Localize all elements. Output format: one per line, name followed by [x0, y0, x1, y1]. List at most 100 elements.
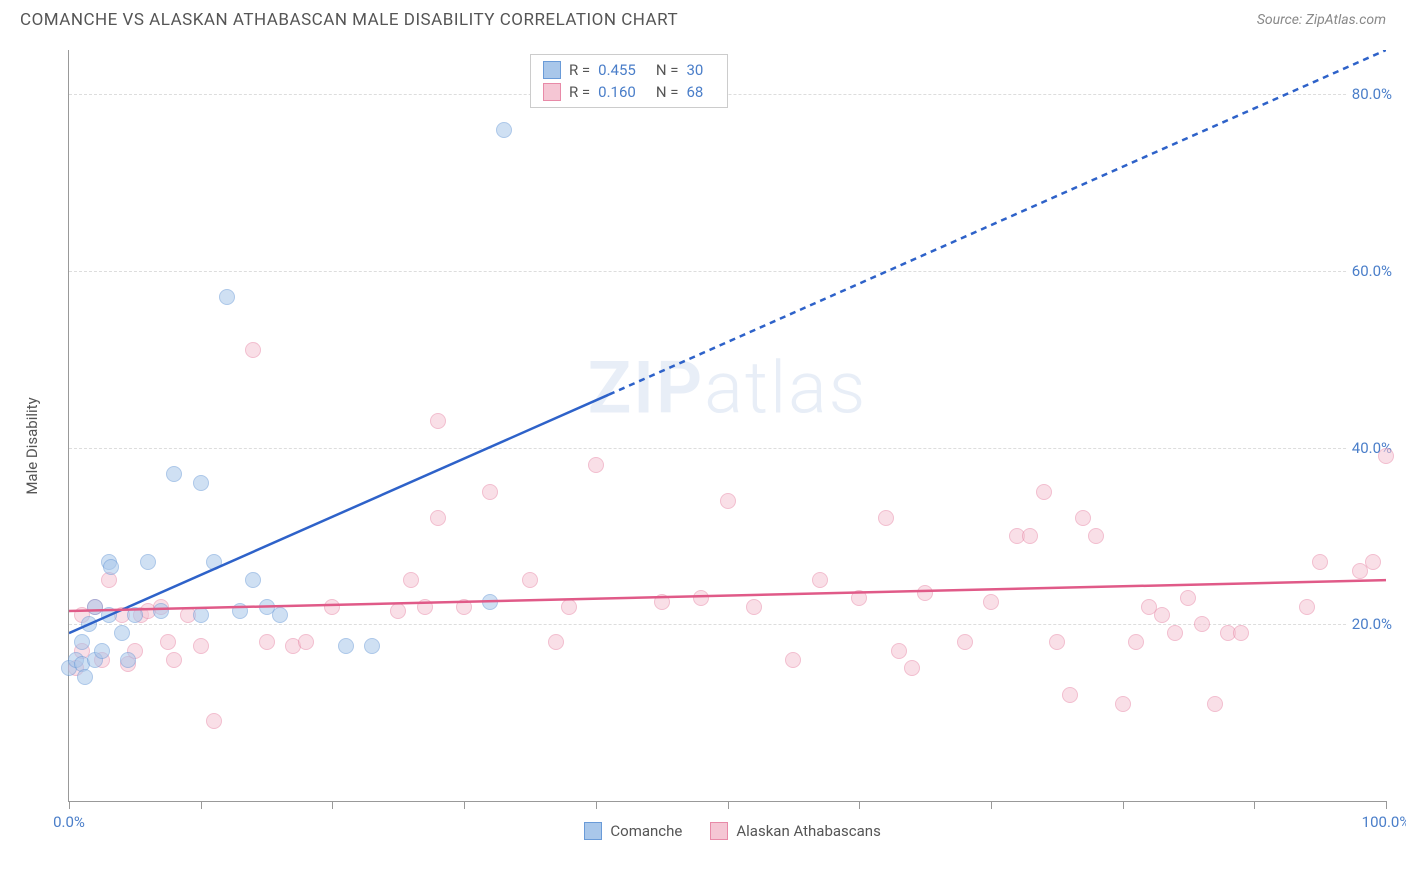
scatter-point: [917, 585, 933, 601]
scatter-point: [654, 594, 670, 610]
x-tick: [69, 801, 70, 809]
scatter-point: [904, 660, 920, 676]
scatter-point: [1088, 528, 1104, 544]
r-value-athabascan: 0.160: [598, 83, 636, 101]
scatter-point: [496, 122, 512, 138]
scatter-point: [160, 634, 176, 650]
gridline: [69, 448, 1396, 449]
legend-label-comanche: Comanche: [610, 822, 682, 840]
x-tick: [201, 801, 202, 809]
swatch-comanche: [584, 822, 602, 840]
scatter-point: [1365, 554, 1381, 570]
scatter-point: [1312, 554, 1328, 570]
x-tick: [596, 801, 597, 809]
x-tick: [464, 801, 465, 809]
scatter-point: [456, 599, 472, 615]
scatter-point: [114, 625, 130, 641]
scatter-point: [166, 466, 182, 482]
scatter-point: [548, 634, 564, 650]
scatter-point: [1233, 625, 1249, 641]
scatter-point: [561, 599, 577, 615]
legend-row-athabascan: R = 0.160 N = 68: [543, 81, 715, 103]
r-label: R =: [569, 83, 590, 101]
scatter-point: [891, 643, 907, 659]
scatter-point: [74, 634, 90, 650]
x-tick-label: 0.0%: [53, 813, 85, 831]
scatter-point: [94, 643, 110, 659]
scatter-point: [272, 607, 288, 623]
scatter-point: [140, 554, 156, 570]
series-legend: Comanche Alaskan Athabascans: [584, 822, 880, 840]
legend-item-athabascan: Alaskan Athabascans: [710, 822, 880, 840]
scatter-point: [206, 554, 222, 570]
scatter-point: [1128, 634, 1144, 650]
legend-row-comanche: R = 0.455 N = 30: [543, 59, 715, 81]
n-value-athabascan: 68: [686, 83, 703, 101]
y-tick-label: 60.0%: [1348, 262, 1396, 280]
scatter-point: [693, 590, 709, 606]
scatter-point: [193, 607, 209, 623]
scatter-point: [166, 652, 182, 668]
chart-title: COMANCHE VS ALASKAN ATHABASCAN MALE DISA…: [20, 10, 678, 30]
r-label: R =: [569, 61, 590, 79]
legend-item-comanche: Comanche: [584, 822, 682, 840]
scatter-point: [482, 594, 498, 610]
scatter-point: [193, 638, 209, 654]
n-label: N =: [656, 83, 679, 101]
y-tick-label: 80.0%: [1348, 85, 1396, 103]
gridline: [69, 94, 1396, 95]
scatter-point: [522, 572, 538, 588]
scatter-point: [430, 413, 446, 429]
scatter-point: [403, 572, 419, 588]
scatter-point: [851, 590, 867, 606]
plot-region: ZIPatlas R = 0.455 N = 30 R = 0.160 N = …: [68, 50, 1386, 802]
y-tick-label: 20.0%: [1348, 615, 1396, 633]
correlation-legend: R = 0.455 N = 30 R = 0.160 N = 68: [530, 54, 728, 108]
scatter-point: [245, 342, 261, 358]
scatter-point: [1167, 625, 1183, 641]
scatter-point: [957, 634, 973, 650]
source-attribution: Source: ZipAtlas.com: [1257, 12, 1386, 28]
scatter-point: [120, 652, 136, 668]
x-tick: [991, 801, 992, 809]
scatter-point: [417, 599, 433, 615]
scatter-point: [1299, 599, 1315, 615]
scatter-point: [878, 510, 894, 526]
scatter-point: [746, 599, 762, 615]
scatter-point: [812, 572, 828, 588]
scatter-point: [588, 457, 604, 473]
scatter-point: [1180, 590, 1196, 606]
swatch-comanche: [543, 61, 561, 79]
scatter-point: [720, 493, 736, 509]
swatch-athabascan: [543, 83, 561, 101]
scatter-point: [324, 599, 340, 615]
x-tick: [859, 801, 860, 809]
scatter-point: [1022, 528, 1038, 544]
scatter-point: [1075, 510, 1091, 526]
scatter-point: [103, 559, 119, 575]
scatter-point: [153, 603, 169, 619]
scatter-point: [219, 289, 235, 305]
scatter-point: [259, 634, 275, 650]
scatter-point: [482, 484, 498, 500]
chart-area: Male Disability ZIPatlas R = 0.455 N = 3…: [50, 50, 1386, 842]
x-tick: [728, 801, 729, 809]
scatter-point: [127, 607, 143, 623]
scatter-point: [983, 594, 999, 610]
n-value-comanche: 30: [686, 61, 703, 79]
scatter-point: [338, 638, 354, 654]
y-axis-label: Male Disability: [23, 397, 41, 494]
scatter-point: [1115, 696, 1131, 712]
scatter-point: [101, 607, 117, 623]
scatter-point: [1062, 687, 1078, 703]
x-tick: [1386, 801, 1387, 809]
scatter-point: [193, 475, 209, 491]
scatter-point: [232, 603, 248, 619]
scatter-point: [1378, 448, 1394, 464]
scatter-point: [206, 713, 222, 729]
scatter-point: [785, 652, 801, 668]
x-tick: [332, 801, 333, 809]
scatter-point: [77, 669, 93, 685]
scatter-point: [298, 634, 314, 650]
n-label: N =: [656, 61, 679, 79]
